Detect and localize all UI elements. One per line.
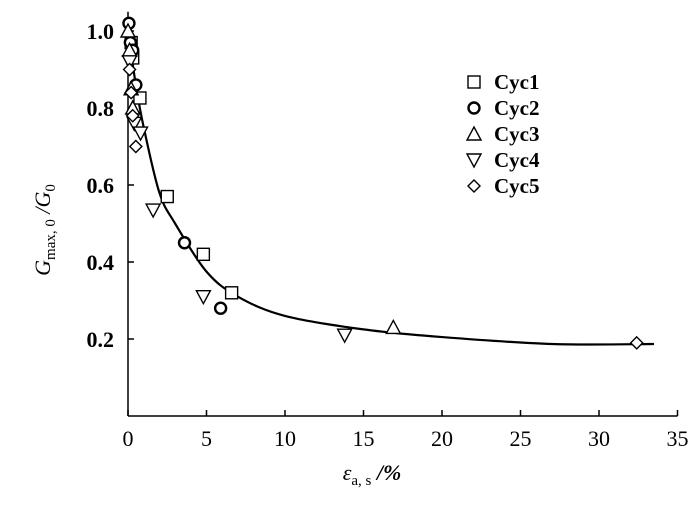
legend-label-cyc2: Cyc2 [494, 96, 540, 120]
legend-label-cyc5: Cyc5 [494, 174, 540, 198]
x-tick-label: 30 [588, 426, 610, 451]
data-point-cyc5 [122, 62, 137, 77]
legend-label-cyc1: Cyc1 [494, 70, 540, 94]
legend-marker-cyc3 [465, 125, 483, 141]
data-point-cyc3 [385, 318, 402, 335]
x-tick-label: 25 [510, 426, 532, 451]
data-point-cyc4 [144, 203, 162, 219]
legend-marker-cyc4 [465, 153, 483, 169]
x-tick-label: 10 [274, 426, 296, 451]
data-point-cyc4 [132, 126, 149, 142]
x-tick-label: 0 [123, 426, 134, 451]
data-point-cyc2 [177, 236, 192, 250]
legend-marker-cyc1 [467, 75, 481, 89]
x-tick-label: 20 [431, 426, 453, 451]
legend-label-cyc4: Cyc4 [494, 148, 540, 172]
x-tick-label: 15 [353, 426, 375, 451]
y-tick-label: 0.6 [87, 173, 115, 198]
legend-marker-cyc5 [467, 179, 481, 193]
data-points [119, 16, 644, 350]
y-tick-label: 0.4 [87, 250, 115, 275]
axes: 0 5 10 15 20 25 30 35 0.2 0.4 0.6 0.8 1.0 [87, 11, 689, 451]
data-point-cyc1 [196, 247, 211, 262]
data-point-cyc5 [128, 139, 143, 154]
data-point-cyc4 [121, 55, 138, 71]
y-tick-label: 1.0 [87, 19, 115, 44]
data-point-cyc5 [125, 108, 140, 123]
y-tick-label: 0.8 [87, 96, 115, 121]
y-tick-label: 0.2 [87, 327, 115, 352]
y-axis-label: Gmax, 0 /G0 [30, 184, 59, 276]
data-point-cyc4 [195, 289, 212, 306]
legend-label-cyc3: Cyc3 [494, 122, 540, 146]
data-point-cyc1 [160, 189, 174, 204]
data-point-cyc5 [629, 335, 644, 350]
x-tick-label: 35 [667, 426, 689, 451]
data-point-cyc1 [224, 286, 239, 300]
x-axis-label: εa, s /% [343, 460, 402, 489]
x-tick-label: 5 [201, 426, 212, 451]
data-point-cyc5 [124, 85, 139, 100]
data-point-cyc3 [119, 22, 137, 38]
data-point-cyc4 [336, 328, 353, 344]
data-point-cyc2 [213, 301, 228, 315]
legend-marker-cyc2 [467, 101, 481, 115]
